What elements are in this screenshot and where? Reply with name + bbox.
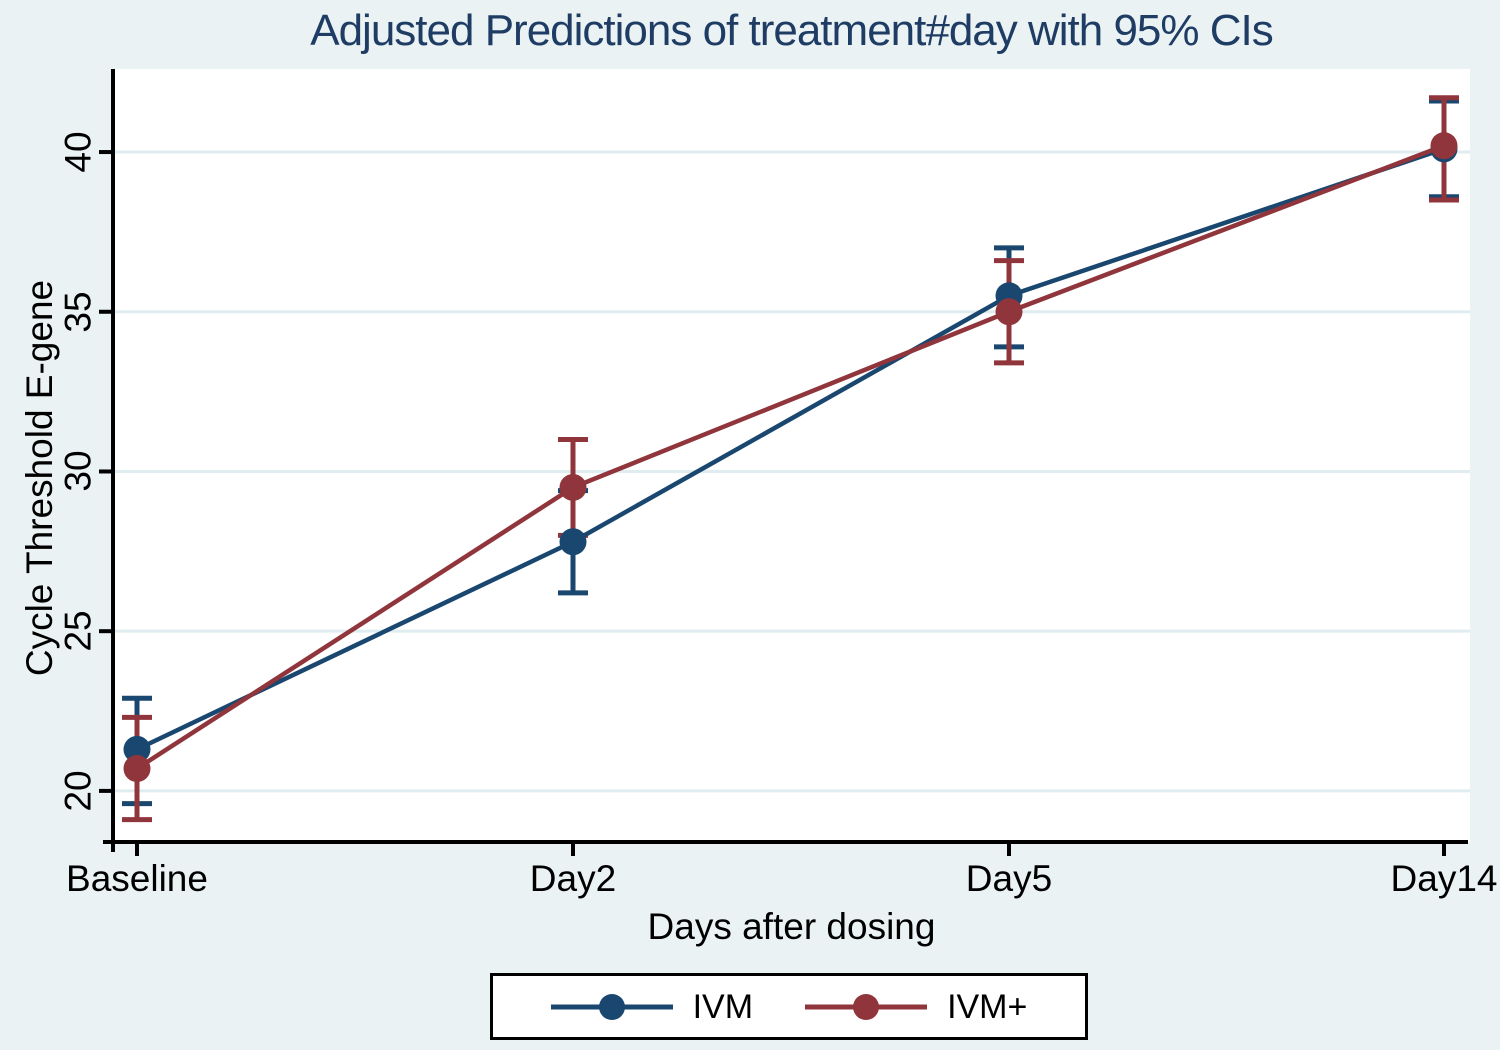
legend-label-ivm-plus: IVM+ bbox=[947, 987, 1028, 1026]
legend: IVM IVM+ bbox=[490, 973, 1088, 1040]
x-tick-label: Day5 bbox=[965, 858, 1053, 899]
series-line-IVM+ bbox=[135, 143, 1445, 771]
y-tick-label: 20 bbox=[57, 770, 99, 812]
legend-label-ivm: IVM bbox=[692, 987, 754, 1026]
legend-item-ivm: IVM bbox=[550, 987, 754, 1026]
y-tick-label: 40 bbox=[57, 131, 99, 173]
legend-swatch-ivm-plus-line-marker-icon bbox=[805, 993, 928, 1020]
data-point-IVM+ bbox=[559, 473, 587, 501]
data-point-IVM bbox=[123, 735, 151, 763]
legend-swatch-ivm-line-marker-icon bbox=[550, 993, 673, 1020]
x-tick-label: Baseline bbox=[66, 858, 208, 899]
data-point-IVM bbox=[559, 528, 587, 556]
legend-item-ivm-plus: IVM+ bbox=[805, 990, 1027, 1024]
series-line-IVM bbox=[136, 146, 1445, 752]
data-point-IVM+ bbox=[995, 298, 1023, 326]
data-point-IVM+ bbox=[123, 755, 151, 783]
x-tick-label: Day2 bbox=[529, 858, 617, 899]
y-axis-title: Cycle Threshold E-gene bbox=[19, 279, 60, 677]
y-tick-label: 25 bbox=[57, 610, 99, 652]
chart-title: Adjusted Predictions of treatment#day wi… bbox=[310, 6, 1274, 55]
data-point-IVM+ bbox=[1430, 132, 1458, 160]
y-tick-label: 30 bbox=[57, 450, 99, 493]
x-tick-label: Day14 bbox=[1390, 858, 1498, 899]
x-axis-title: Days after dosing bbox=[647, 906, 936, 947]
y-tick-label: 35 bbox=[57, 291, 99, 333]
plot-background bbox=[113, 69, 1470, 842]
